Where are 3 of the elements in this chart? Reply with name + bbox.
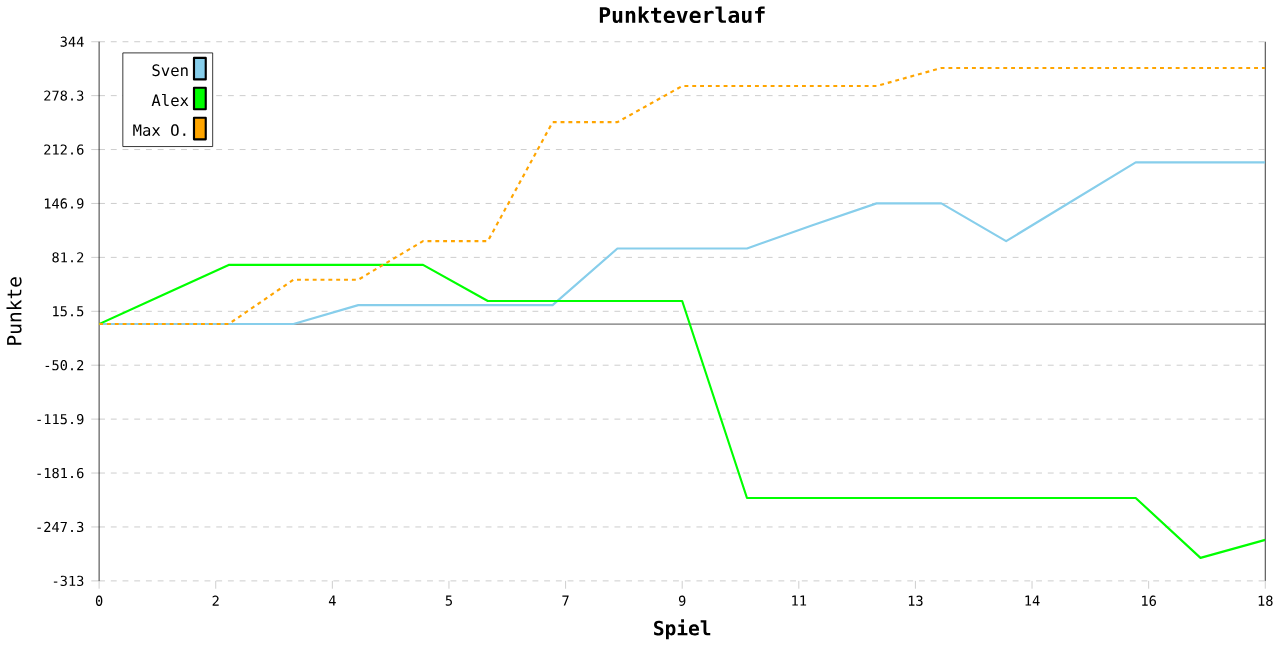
chart-title: Punkteverlauf [599,6,765,24]
y-axis-title: Punkte [6,277,22,345]
x-axis-title: Spiel [654,619,711,640]
